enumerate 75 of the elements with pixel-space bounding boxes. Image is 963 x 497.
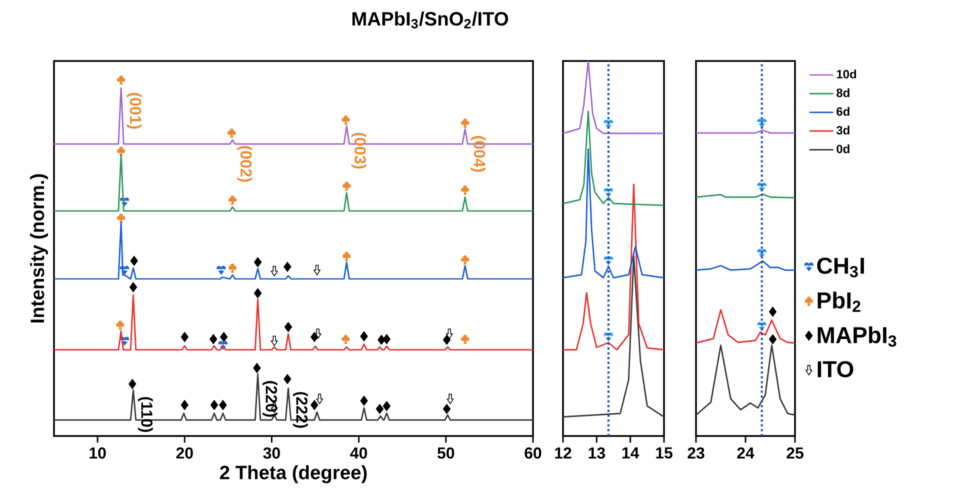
- point: [310, 400, 318, 410]
- annotation: (110): [138, 397, 153, 432]
- chart-title: MAPbI$_{3}$/SnO$_{2}$/ITO: [352, 12, 508, 28]
- x-tick-label: 13: [588, 447, 605, 459]
- point: [442, 404, 451, 414]
- x-tick-label: 23: [688, 447, 704, 459]
- point: [128, 378, 136, 390]
- annotation: (002): [237, 146, 252, 182]
- point: [310, 332, 318, 342]
- point: [768, 334, 777, 344]
- x-tick-label: 15: [656, 447, 672, 459]
- point: [342, 252, 351, 261]
- x-tick-label: 12: [555, 447, 572, 459]
- point: [768, 306, 777, 317]
- x-tick-label: 40: [350, 447, 368, 459]
- point: [284, 374, 292, 384]
- point: [313, 264, 321, 276]
- point: [116, 320, 124, 330]
- legend-label: 10d: [836, 70, 856, 78]
- point: [116, 75, 126, 85]
- point: [342, 182, 351, 191]
- annotation: (003): [351, 132, 366, 169]
- y-axis-title: Intensity (norm.): [30, 174, 48, 322]
- point: [227, 128, 236, 138]
- annotation: (004): [470, 136, 486, 172]
- point: [284, 322, 292, 332]
- point: [210, 334, 218, 344]
- x-tick-label: 25: [786, 447, 804, 459]
- legend-label: 6d: [836, 106, 850, 116]
- legend-label: CH$_{3}$I: [817, 258, 864, 278]
- point: [284, 262, 292, 272]
- x-tick-label: 10: [90, 447, 106, 459]
- point: [219, 400, 227, 410]
- point: [342, 334, 350, 344]
- x-tick-label: 20: [176, 447, 193, 459]
- point: [210, 400, 218, 410]
- point: [254, 257, 262, 268]
- x-tick-label: 14: [622, 447, 640, 458]
- point: [382, 401, 391, 412]
- point: [460, 255, 470, 265]
- legend-label: PbI$_{2}$: [818, 292, 860, 312]
- point: [220, 332, 228, 342]
- x-tick-label: 60: [524, 447, 542, 459]
- legend-label: MAPbI$_{3}$: [818, 326, 896, 347]
- legend-label: 0d: [836, 144, 850, 154]
- point: [130, 256, 138, 266]
- x-axis-title: 2 Theta (degree): [220, 465, 367, 484]
- annotation: (222): [293, 392, 308, 428]
- point: [254, 288, 262, 298]
- legend-label: ITO: [818, 361, 854, 378]
- point: [129, 282, 138, 292]
- point: [360, 396, 368, 406]
- point: [460, 334, 470, 344]
- point: [460, 118, 470, 128]
- point: [228, 195, 237, 205]
- point: [360, 331, 368, 342]
- point: [460, 186, 470, 195]
- legend-label: 8d: [836, 88, 850, 98]
- point: [180, 332, 189, 342]
- point: [180, 400, 189, 410]
- point: [376, 404, 384, 414]
- legend-label: 3d: [836, 126, 850, 135]
- point: [253, 362, 261, 374]
- point: [228, 263, 237, 273]
- x-tick-label: 30: [263, 447, 280, 459]
- annotation: (001): [126, 92, 142, 129]
- point: [382, 334, 391, 344]
- point: [116, 214, 126, 223]
- annotation: (220): [262, 381, 278, 417]
- point: [442, 334, 451, 345]
- x-tick-label: 24: [737, 447, 754, 459]
- x-tick-label: 50: [438, 447, 454, 459]
- point: [757, 249, 766, 258]
- point: [378, 334, 386, 345]
- point: [216, 266, 226, 275]
